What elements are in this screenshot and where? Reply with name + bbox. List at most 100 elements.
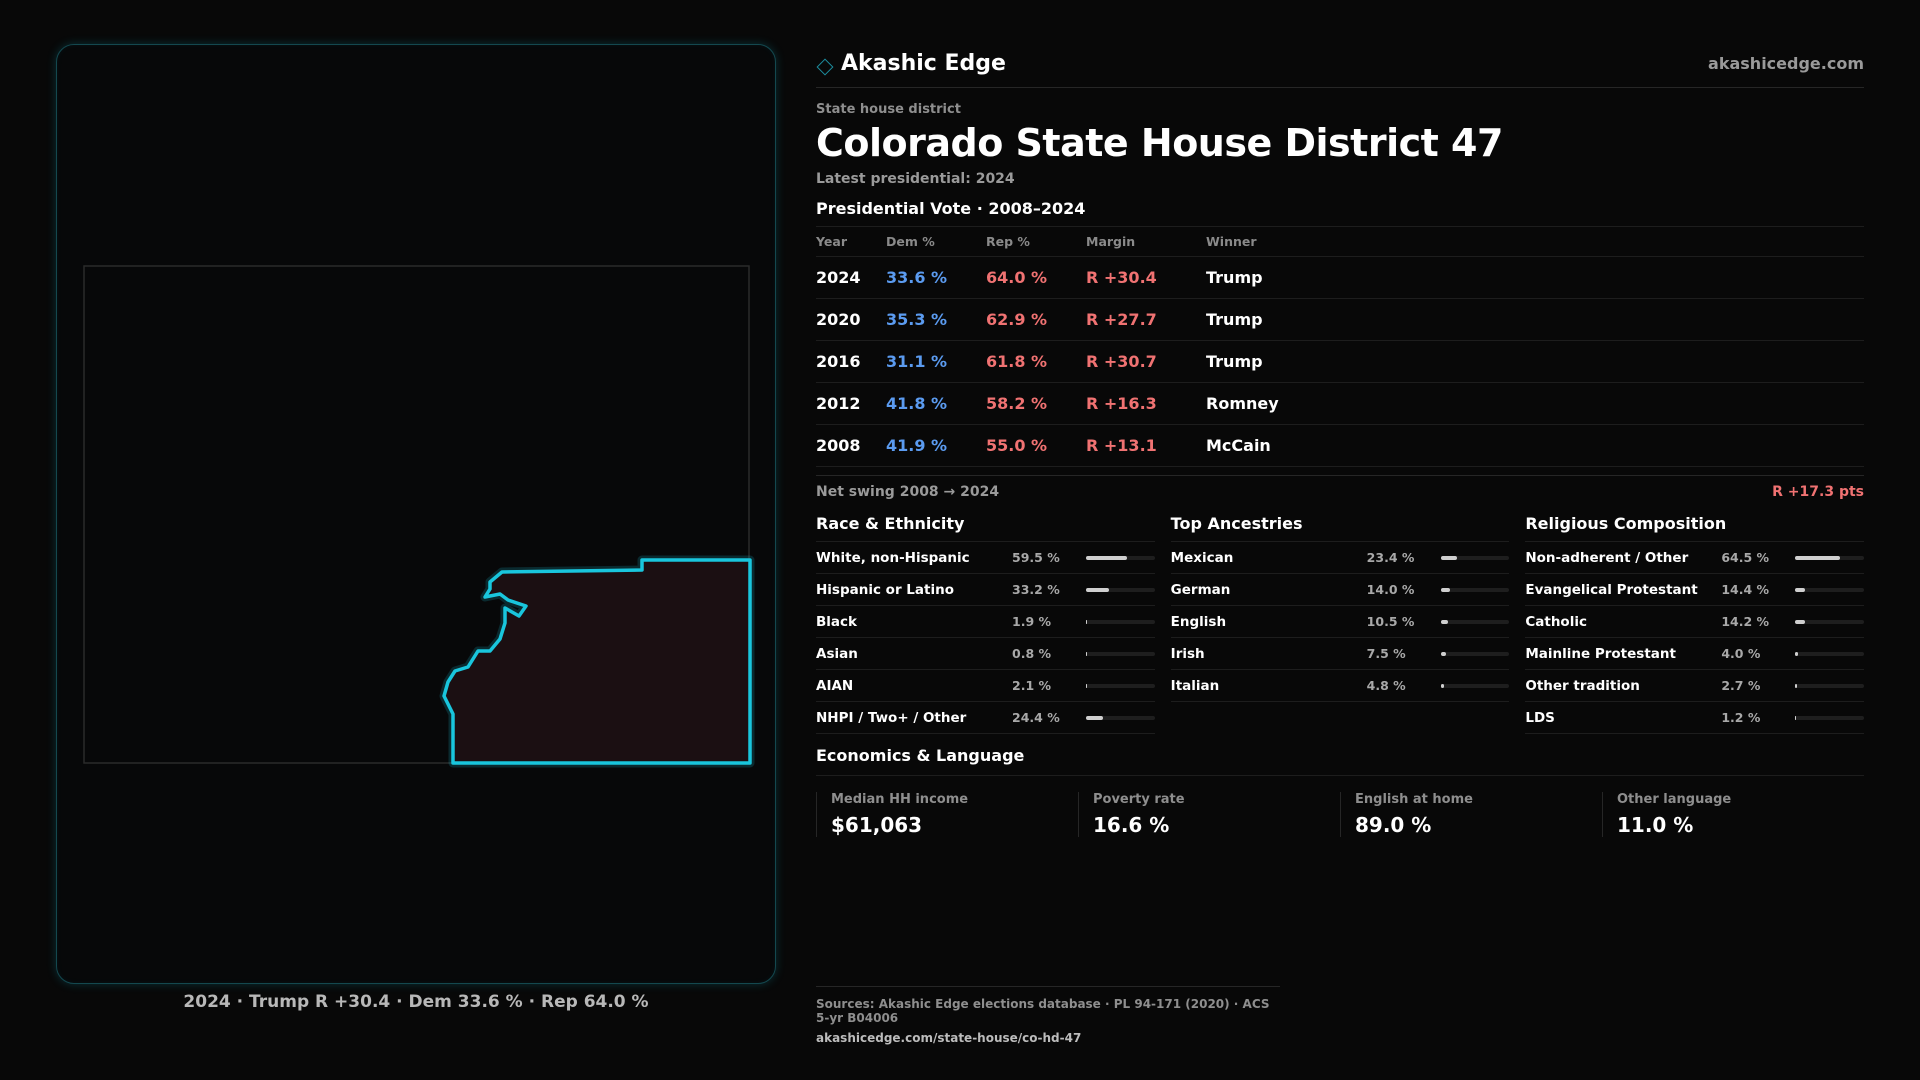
stat-card: Median HH income $61,063 <box>816 792 1078 837</box>
item-bar <box>1086 587 1155 592</box>
district-type: State house district <box>816 102 961 117</box>
row-winner: Trump <box>1206 268 1263 287</box>
row-dem: 41.9 % <box>886 436 948 455</box>
page-url-link[interactable]: akashicedge.com/state-house/co-hd-47 <box>816 1031 1082 1045</box>
stat-value: $61,063 <box>831 813 923 837</box>
item-bar-fill <box>1440 587 1451 592</box>
item-bar <box>1795 555 1865 560</box>
item-bar-fill <box>1440 619 1448 624</box>
item-bar-fill <box>1795 619 1806 624</box>
item-label: Mainline Protestant <box>1525 645 1676 662</box>
item-pct: 1.2 % <box>1721 710 1761 725</box>
ancestry-section: Top Ancestries Mexican 23.4 % German 14.… <box>1170 514 1510 734</box>
item-label: Hispanic or Latino <box>816 581 954 598</box>
race-ethnicity-title: Race & Ethnicity <box>816 514 1155 542</box>
item-label: AIAN <box>816 677 854 694</box>
item-pct: 2.1 % <box>1012 678 1052 693</box>
district-map-svg <box>83 265 755 768</box>
item-bar-fill <box>1086 651 1087 656</box>
item-bar <box>1086 651 1155 656</box>
brand-url[interactable]: akashicedge.com <box>1708 54 1864 73</box>
table-row: 2016 31.1 % 61.8 % R +30.7 Trump <box>816 341 1864 383</box>
district-map <box>56 44 776 984</box>
stat-card: Other language 11.0 % <box>1602 792 1864 837</box>
row-year: 2012 <box>816 394 861 413</box>
item-bar <box>1795 619 1865 624</box>
item-label: Italian <box>1170 677 1220 694</box>
stat-value: 11.0 % <box>1617 813 1694 837</box>
stat-card: English at home 89.0 % <box>1340 792 1602 837</box>
row-margin: R +30.4 <box>1086 268 1157 287</box>
row-year: 2016 <box>816 352 861 371</box>
list-item: Catholic 14.2 % <box>1525 606 1865 638</box>
row-margin: R +30.7 <box>1086 352 1157 371</box>
row-winner: Trump <box>1206 310 1263 329</box>
list-item: German 14.0 % <box>1170 574 1510 606</box>
item-pct: 7.5 % <box>1366 646 1406 661</box>
row-rep: 64.0 % <box>986 268 1048 287</box>
net-swing: Net swing 2008 → 2024 R +17.3 pts <box>816 475 1864 500</box>
item-label: Catholic <box>1525 613 1587 630</box>
row-rep: 62.9 % <box>986 310 1048 329</box>
table-header: Year Dem % Rep % Margin Winner <box>816 227 1864 257</box>
row-rep: 58.2 % <box>986 394 1048 413</box>
list-item: Hispanic or Latino 33.2 % <box>816 574 1155 606</box>
item-bar-fill <box>1440 683 1444 688</box>
item-label: German <box>1170 581 1231 598</box>
list-item: LDS 1.2 % <box>1525 702 1865 734</box>
stat-label: Median HH income <box>831 792 969 807</box>
item-bar <box>1086 619 1155 624</box>
row-dem: 31.1 % <box>886 352 948 371</box>
item-pct: 23.4 % <box>1366 550 1415 565</box>
ancestry-title: Top Ancestries <box>1170 514 1510 542</box>
item-label: White, non-Hispanic <box>816 549 970 566</box>
row-margin: R +16.3 <box>1086 394 1157 413</box>
item-pct: 59.5 % <box>1012 550 1060 565</box>
item-bar <box>1440 555 1510 560</box>
row-year: 2020 <box>816 310 861 329</box>
item-bar-fill <box>1086 683 1088 688</box>
latest-presidential: Latest presidential: 2024 <box>816 171 1015 187</box>
item-bar-fill <box>1440 651 1446 656</box>
net-swing-label: Net swing 2008 → 2024 <box>816 484 1000 500</box>
row-margin: R +13.1 <box>1086 436 1157 455</box>
race-ethnicity-section: Race & Ethnicity White, non-Hispanic 59.… <box>816 514 1155 734</box>
item-bar-fill <box>1086 587 1109 592</box>
item-bar <box>1795 651 1865 656</box>
brand: Akashic Edge <box>816 51 1006 76</box>
item-bar <box>1795 715 1865 720</box>
col-winner: Winner <box>1206 234 1257 249</box>
table-row: 2020 35.3 % 62.9 % R +27.7 Trump <box>816 299 1864 341</box>
list-item: NHPI / Two+ / Other 24.4 % <box>816 702 1155 734</box>
item-bar <box>1440 651 1510 656</box>
item-bar <box>1795 683 1865 688</box>
table-row: 2008 41.9 % 55.0 % R +13.1 McCain <box>816 425 1864 467</box>
list-item: Black 1.9 % <box>816 606 1155 638</box>
race-rows: White, non-Hispanic 59.5 % Hispanic or L… <box>816 542 1155 734</box>
list-item: Italian 4.8 % <box>1170 670 1510 702</box>
item-label: English <box>1170 613 1227 630</box>
col-margin: Margin <box>1086 234 1136 249</box>
stat-label: Poverty rate <box>1093 792 1185 807</box>
item-bar-fill <box>1086 715 1103 720</box>
list-item: Mainline Protestant 4.0 % <box>1525 638 1865 670</box>
economics-title: Economics & Language <box>816 746 1864 776</box>
brand-name: Akashic Edge <box>841 51 1006 76</box>
row-year: 2024 <box>816 268 861 287</box>
row-dem: 33.6 % <box>886 268 948 287</box>
footer: Sources: Akashic Edge elections database… <box>816 986 1280 1045</box>
presidential-vote-table: Year Dem % Rep % Margin Winner 2024 33.6… <box>816 227 1864 467</box>
item-pct: 33.2 % <box>1012 582 1060 597</box>
stat-value: 89.0 % <box>1355 813 1432 837</box>
item-bar <box>1440 683 1510 688</box>
item-bar-fill <box>1086 619 1088 624</box>
stat-label: Other language <box>1617 792 1732 807</box>
ancestry-rows: Mexican 23.4 % German 14.0 % English 10.… <box>1170 542 1510 702</box>
item-bar <box>1086 683 1155 688</box>
item-pct: 1.9 % <box>1012 614 1052 629</box>
presidential-vote-title: Presidential Vote · 2008–2024 <box>816 199 1864 227</box>
col-year: Year <box>816 234 847 249</box>
header: Akashic Edge akashicedge.com <box>816 44 1864 88</box>
item-pct: 24.4 % <box>1012 710 1060 725</box>
item-bar-fill <box>1440 555 1457 560</box>
